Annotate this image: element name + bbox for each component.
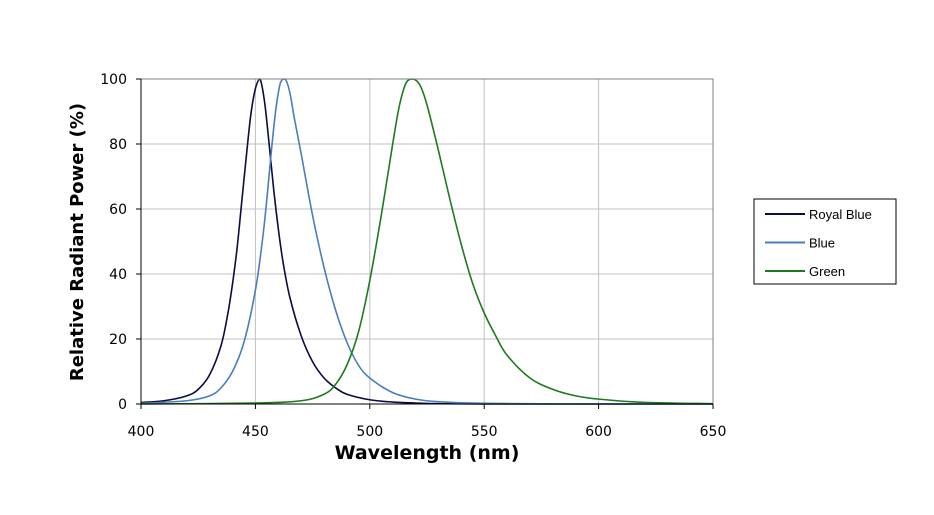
series-line-blue	[140, 78, 713, 405]
y-tick-label: 20	[109, 332, 127, 348]
legend-label-royal-blue: Royal Blue	[809, 207, 872, 222]
x-tick-label: 400	[128, 424, 155, 440]
legend-label-blue: Blue	[809, 236, 835, 251]
series-line-green	[140, 78, 714, 405]
y-tick-label: 80	[109, 137, 127, 153]
y-tick-label: 0	[118, 397, 127, 413]
legend: Royal Blue Blue Green	[753, 198, 897, 285]
y-tick-label: 60	[109, 202, 127, 218]
axis-ticks: 400 450 500 550 600 650 0 20 40 60 80 100	[100, 72, 726, 440]
x-tick-label: 600	[585, 424, 612, 440]
x-tick-label: 500	[356, 424, 383, 440]
y-tick-label: 40	[109, 267, 127, 283]
y-tick-label: 100	[100, 72, 127, 88]
legend-label-green: Green	[809, 264, 845, 279]
x-tick-label: 450	[242, 424, 269, 440]
series-lines	[140, 78, 714, 405]
series-line-royal-blue	[140, 78, 713, 405]
x-tick-label: 550	[471, 424, 498, 440]
x-axis-title: Wavelength (nm)	[335, 442, 520, 464]
gridlines	[141, 79, 713, 404]
plot-area-frame	[140, 78, 714, 405]
x-tick-label: 650	[700, 424, 727, 440]
y-axis-title: Relative Radiant Power (%)	[67, 103, 88, 381]
